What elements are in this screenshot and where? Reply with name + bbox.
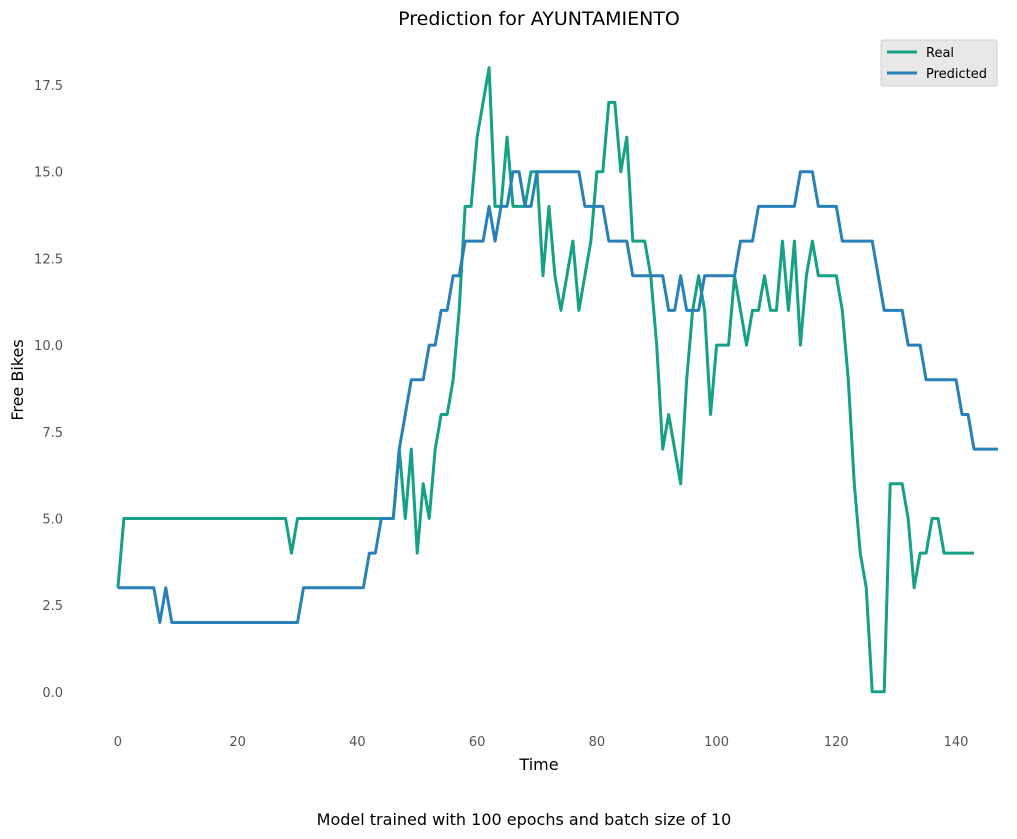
x-tick-label: 100 [704, 735, 729, 750]
x-tick-label: 0 [114, 735, 122, 750]
series-line-real [116, 66, 975, 694]
y-axis-ticks: 0.0 2.5 5.0 7.5 10.0 12.5 15.0 17.5 [34, 79, 63, 701]
y-tick-label: 7.5 [42, 426, 63, 441]
y-axis-label: Free Bikes [8, 339, 27, 420]
x-tick-label: 120 [824, 735, 849, 750]
legend-label-real: Real [926, 46, 954, 61]
series-layer [116, 66, 998, 694]
x-tick-label: 80 [589, 735, 606, 750]
legend: Real Predicted [880, 39, 998, 87]
x-tick-label: 40 [349, 735, 366, 750]
x-tick-label: 140 [944, 735, 969, 750]
chart-caption: Model trained with 100 epochs and batch … [317, 810, 732, 829]
y-tick-label: 12.5 [34, 252, 63, 267]
y-tick-label: 17.5 [34, 79, 63, 94]
x-tick-label: 60 [469, 735, 486, 750]
y-tick-label: 15.0 [34, 166, 63, 181]
x-axis-ticks: 0 20 40 60 80 100 120 140 [114, 735, 969, 750]
x-tick-label: 20 [229, 735, 246, 750]
series-line-predicted [117, 170, 998, 624]
y-tick-label: 2.5 [42, 599, 63, 614]
y-tick-label: 10.0 [34, 339, 63, 354]
y-tick-label: 0.0 [42, 686, 63, 701]
x-axis-label: Time [518, 755, 558, 774]
y-tick-label: 5.0 [42, 512, 63, 527]
chart-title: Prediction for AYUNTAMIENTO [398, 8, 680, 30]
legend-label-predicted: Predicted [926, 67, 987, 82]
